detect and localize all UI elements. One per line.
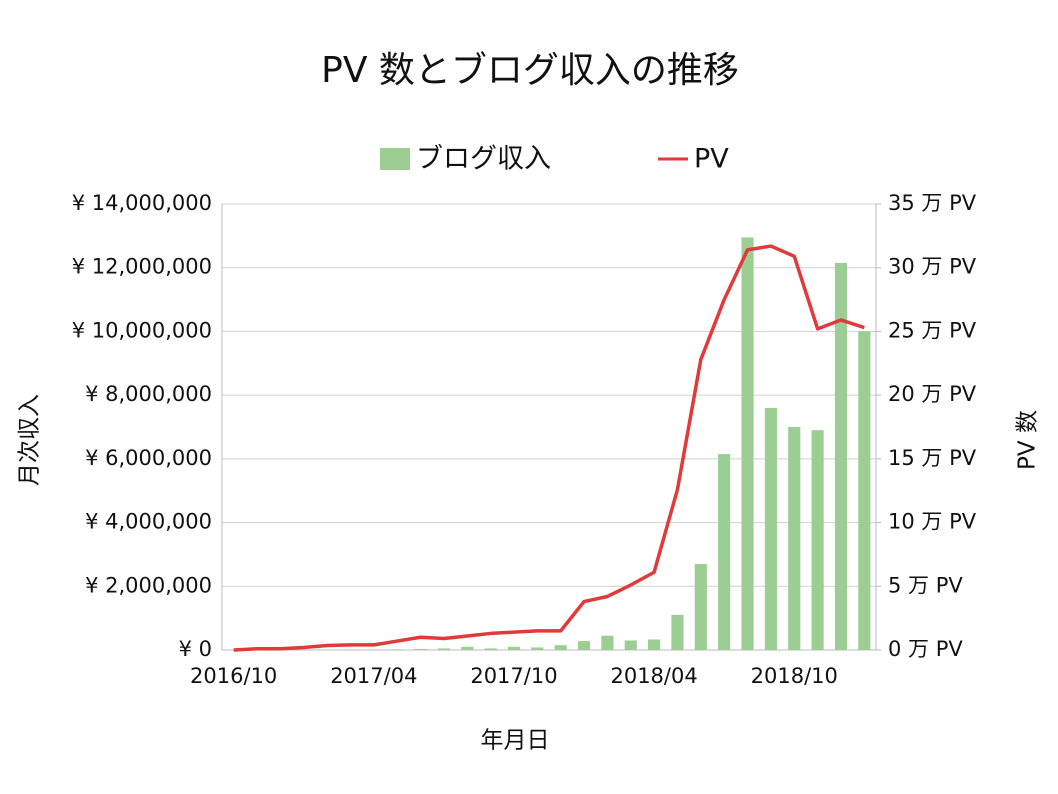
bar — [554, 645, 567, 650]
y-tick-label: ¥ 0 — [179, 637, 212, 661]
bar — [601, 635, 614, 650]
bar — [531, 647, 544, 650]
legend-label: ブログ収入 — [416, 144, 551, 175]
bar — [624, 640, 637, 650]
y-tick-label: ¥ 12,000,000 — [72, 255, 212, 279]
bar — [858, 331, 871, 650]
x-axis-label: 年月日 — [481, 728, 550, 754]
x-tick-label: 2017/04 — [330, 664, 417, 688]
bar — [788, 427, 801, 650]
legend-swatch — [380, 148, 410, 170]
y2-tick-label: 30 万 PV — [888, 255, 977, 279]
bar — [764, 407, 777, 650]
y2-tick-label: 25 万 PV — [888, 318, 977, 342]
legend-label: PV — [694, 144, 729, 175]
bar — [694, 563, 707, 650]
bar — [834, 262, 848, 650]
y2-tick-label: 20 万 PV — [888, 382, 977, 406]
bar — [811, 430, 824, 650]
x-tick-label: 2017/10 — [470, 664, 557, 688]
y-tick-label: ¥ 2,000,000 — [85, 573, 212, 597]
x-tick-label: 2018/10 — [751, 664, 838, 688]
bar — [507, 646, 521, 650]
x-tick-label: 2016/10 — [190, 664, 277, 688]
bar — [391, 649, 404, 650]
x-tick-label: 2018/04 — [610, 664, 697, 688]
bar — [741, 237, 754, 650]
y-axis-label: 月次収入 — [17, 394, 43, 486]
y-tick-label: ¥ 10,000,000 — [72, 318, 212, 342]
y-tick-label: ¥ 6,000,000 — [85, 446, 212, 470]
bar — [484, 648, 497, 650]
y-tick-label: ¥ 14,000,000 — [72, 191, 212, 215]
bar — [437, 648, 450, 650]
y2-tick-label: 5 万 PV — [888, 573, 963, 597]
y-tick-label: ¥ 8,000,000 — [85, 382, 212, 406]
y2-tick-label: 10 万 PV — [888, 510, 977, 534]
bar — [718, 454, 731, 650]
bar — [671, 614, 684, 650]
bar — [577, 641, 591, 650]
bar — [414, 649, 427, 650]
chart-title: PV 数とブログ収入の推移 — [321, 50, 739, 91]
y2-axis-label: PV 数 — [1015, 410, 1041, 470]
y2-tick-label: 35 万 PV — [888, 191, 977, 215]
y-tick-label: ¥ 4,000,000 — [85, 510, 212, 534]
y2-tick-label: 15 万 PV — [888, 446, 977, 470]
y2-tick-label: 0 万 PV — [888, 637, 963, 661]
bar — [461, 646, 474, 650]
line — [233, 244, 865, 652]
bar — [648, 639, 661, 650]
